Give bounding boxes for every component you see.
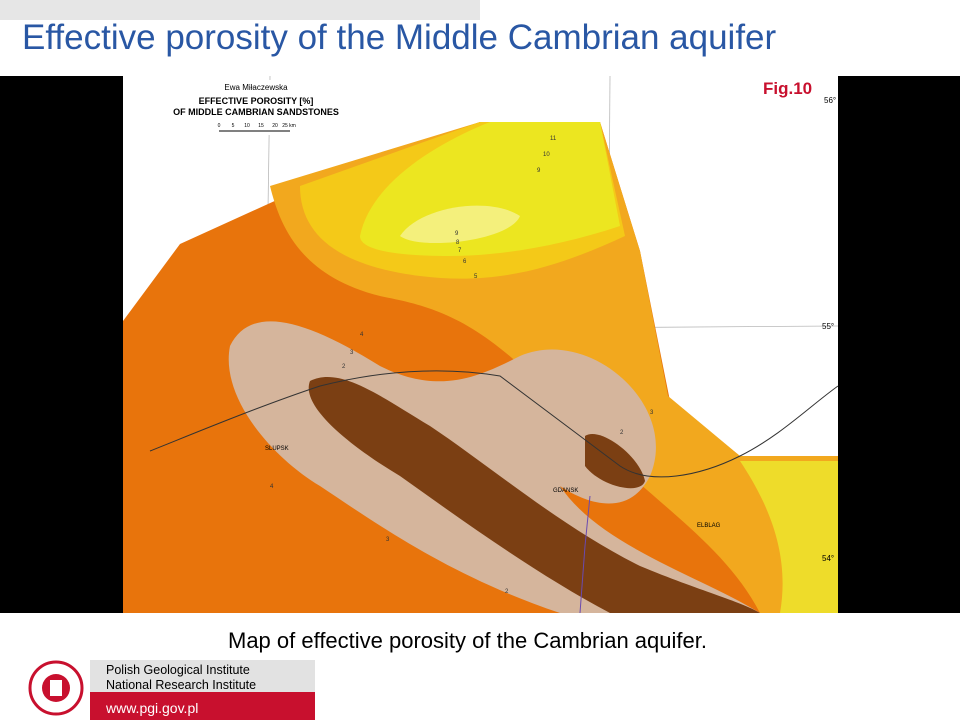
contour-label: 10 xyxy=(543,152,550,158)
top-bar xyxy=(0,0,480,20)
logo xyxy=(28,660,84,716)
figure-label: Fig.10 xyxy=(763,79,812,98)
place-label: SLUPSK xyxy=(265,446,289,452)
contour-label: 3 xyxy=(386,537,390,543)
institute-line: Polish Geological Institute xyxy=(106,663,250,677)
scale-label: 15 xyxy=(258,123,264,129)
contour-label: 2 xyxy=(620,430,624,436)
legend-subtitle: OF MIDDLE CAMBRIAN SANDSTONES xyxy=(173,107,339,117)
contour-label: 3 xyxy=(650,410,654,416)
map: Ewa Miłaczewska EFFECTIVE POROSITY [%] O… xyxy=(122,75,839,614)
contour-label: 2 xyxy=(505,589,509,595)
contour-label: 9 xyxy=(455,231,459,237)
caption: Map of effective porosity of the Cambria… xyxy=(228,628,707,653)
contour-label: 5 xyxy=(474,274,478,280)
latitude-label: 54° xyxy=(822,554,834,563)
legend-box xyxy=(132,80,380,135)
map-author: Ewa Miłaczewska xyxy=(224,83,288,92)
institute-line: National Research Institute xyxy=(106,678,257,692)
contour-label: 8 xyxy=(456,240,460,246)
scale-label: 0 xyxy=(218,123,221,129)
scale-label: 20 xyxy=(272,123,278,129)
place-label: GDANSK xyxy=(553,488,578,494)
zone-1 xyxy=(308,377,760,613)
contour-label: 2 xyxy=(342,364,346,370)
contour-label: 11 xyxy=(550,136,557,142)
contour-label: 7 xyxy=(458,248,462,254)
legend-title: EFFECTIVE POROSITY [%] xyxy=(199,96,314,106)
place-label: ELBLAG xyxy=(697,523,721,529)
contour-label: 9 xyxy=(537,168,541,174)
scale-label: 10 xyxy=(244,123,250,129)
latitude-label: 55° xyxy=(822,322,834,331)
zone-east xyxy=(740,461,838,613)
scale-label: 25 km xyxy=(282,123,296,129)
zone-1-east xyxy=(585,434,645,489)
institute-box: Polish Geological Institute National Res… xyxy=(90,660,315,692)
latitude-label: 56° xyxy=(824,96,836,105)
contour-label: 6 xyxy=(463,259,467,265)
contour-label: 3 xyxy=(350,350,354,356)
contour-label: 4 xyxy=(360,332,364,338)
scale-label: 5 xyxy=(232,123,235,129)
url[interactable]: www.pgi.gov.pl xyxy=(90,692,315,720)
coastline xyxy=(149,370,839,478)
border xyxy=(579,495,591,614)
map-frame: Ewa Miłaczewska EFFECTIVE POROSITY [%] O… xyxy=(0,75,960,614)
contour-label: 4 xyxy=(270,484,274,490)
slide-title: Effective porosity of the Middle Cambria… xyxy=(22,18,777,57)
zone-11 xyxy=(400,205,520,244)
